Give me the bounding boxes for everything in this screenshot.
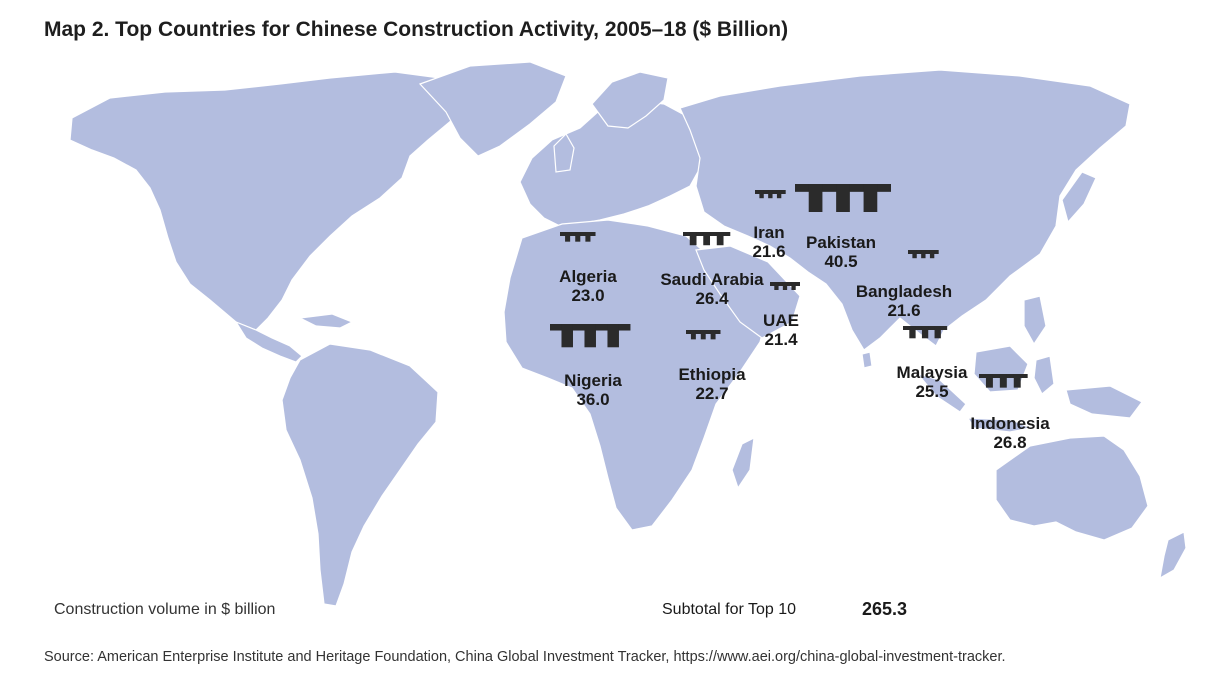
land-scandinavia bbox=[591, 71, 669, 129]
land-philippines bbox=[1023, 295, 1047, 346]
bridge-icon-saudi-arabia bbox=[683, 232, 731, 246]
subtotal-value: 265.3 bbox=[862, 599, 908, 619]
source-note: Source: American Enterprise Institute an… bbox=[44, 649, 1006, 665]
country-value-indonesia: 26.8 bbox=[993, 433, 1026, 452]
land-sulawesi bbox=[1033, 355, 1055, 395]
land-sri-lanka bbox=[861, 351, 873, 369]
country-value-malaysia: 25.5 bbox=[915, 382, 948, 401]
land-arabia bbox=[695, 245, 801, 339]
country-label-uae: UAE bbox=[763, 311, 799, 330]
page-title: Map 2. Top Countries for Chinese Constru… bbox=[44, 18, 789, 41]
land-caribbean bbox=[297, 313, 354, 329]
country-label-iran: Iran bbox=[753, 223, 784, 242]
bridge-icon-nigeria bbox=[550, 324, 631, 348]
land-central-america bbox=[234, 320, 303, 363]
country-label-bangladesh: Bangladesh bbox=[856, 282, 952, 301]
country-value-ethiopia: 22.7 bbox=[695, 384, 728, 403]
country-value-saudi-arabia: 26.4 bbox=[695, 289, 729, 308]
land-japan bbox=[1061, 171, 1097, 224]
land-java bbox=[966, 417, 1032, 433]
country-value-nigeria: 36.0 bbox=[576, 390, 609, 409]
country-value-algeria: 23.0 bbox=[571, 286, 604, 305]
country-label-saudi-arabia: Saudi Arabia bbox=[660, 270, 764, 289]
land-australia bbox=[995, 435, 1149, 541]
country-value-pakistan: 40.5 bbox=[824, 252, 857, 271]
bridge-icon-pakistan bbox=[795, 184, 891, 212]
country-label-indonesia: Indonesia bbox=[970, 414, 1050, 433]
country-value-iran: 21.6 bbox=[752, 242, 785, 261]
land-sumatra bbox=[916, 372, 967, 413]
bridge-icon-iran bbox=[755, 190, 786, 199]
bridge-icon-ethiopia bbox=[686, 330, 721, 340]
country-value-uae: 21.4 bbox=[764, 330, 798, 349]
land-new-zealand bbox=[1159, 531, 1187, 580]
land-north-america bbox=[69, 71, 463, 331]
legend-label: Construction volume in $ billion bbox=[54, 601, 276, 618]
country-value-bangladesh: 21.6 bbox=[887, 301, 920, 320]
bridge-icon-malaysia bbox=[903, 326, 948, 339]
bridge-icon-bangladesh bbox=[908, 250, 939, 259]
bridge-icon-uae bbox=[770, 282, 800, 290]
country-label-algeria: Algeria bbox=[559, 267, 617, 286]
land-uk bbox=[553, 133, 575, 173]
land-south-america bbox=[281, 343, 439, 607]
landmasses bbox=[69, 61, 1187, 607]
subtotal-label: Subtotal for Top 10 bbox=[662, 601, 797, 618]
land-madagascar bbox=[731, 436, 755, 490]
land-greenland bbox=[418, 61, 567, 157]
country-label-pakistan: Pakistan bbox=[806, 233, 876, 252]
bridge-icon-algeria bbox=[560, 232, 596, 242]
country-label-ethiopia: Ethiopia bbox=[678, 365, 746, 384]
country-label-malaysia: Malaysia bbox=[897, 363, 968, 382]
land-new-guinea bbox=[1065, 385, 1143, 419]
bridge-icon-indonesia bbox=[979, 374, 1028, 388]
country-label-nigeria: Nigeria bbox=[564, 371, 622, 390]
